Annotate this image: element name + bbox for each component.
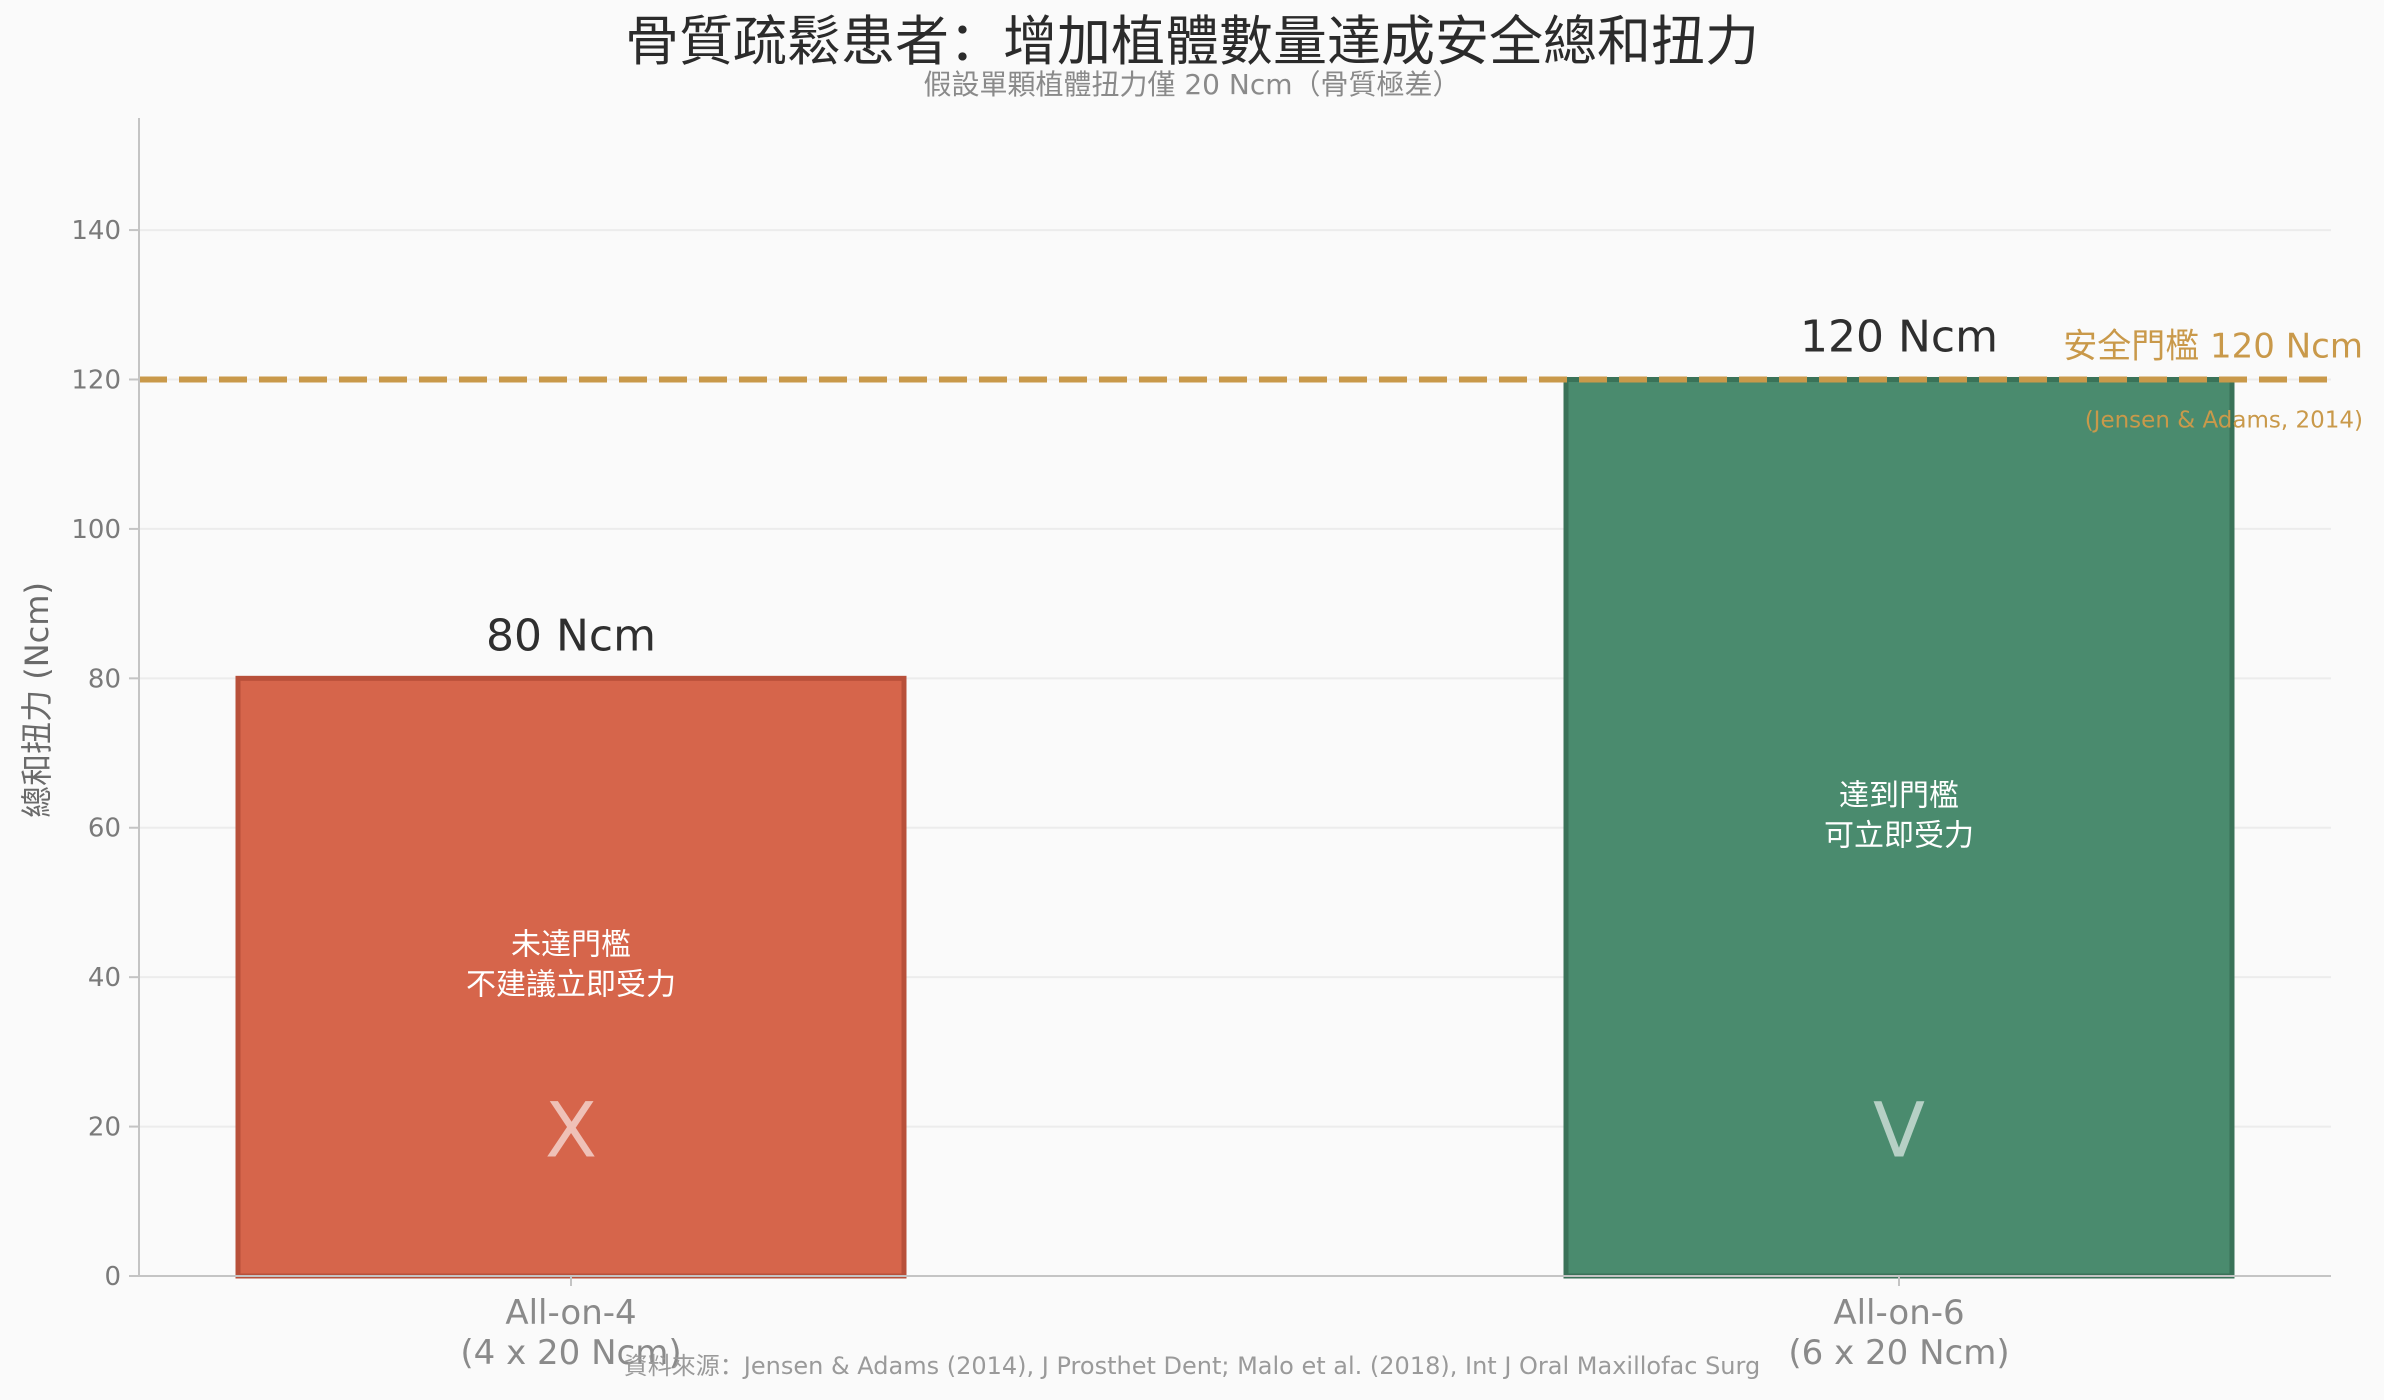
- chart-title: 骨質疏鬆患者：增加植體數量達成安全總和扭力: [625, 10, 1759, 73]
- check-mark: V: [1873, 1085, 1925, 1174]
- y-tick-label: 80: [88, 664, 121, 694]
- bar: [1563, 376, 2235, 1279]
- bar-note-line2: 不建議立即受力: [466, 968, 676, 1003]
- bar-note-line1: 未達門檻: [511, 928, 631, 963]
- cross-mark: X: [545, 1085, 597, 1174]
- y-axis-label: 總和扭力 (Ncm): [18, 582, 56, 818]
- y-tick-label: 140: [71, 216, 121, 246]
- y-tick-label: 120: [71, 365, 121, 395]
- y-tick-label: 0: [104, 1262, 121, 1292]
- x-category-sublabel: (4 x 20 Ncm): [460, 1333, 681, 1373]
- x-category-label: All-on-6: [1833, 1293, 1964, 1333]
- y-tick-label: 60: [88, 814, 121, 844]
- axes: 0 20 40 60 80 100 120 140: [71, 118, 2331, 1292]
- bar-note-line2: 可立即受力: [1824, 818, 1974, 853]
- bar-value-label: 120 Ncm: [1800, 311, 1998, 362]
- bar-note-line1: 達到門檻: [1839, 778, 1959, 813]
- y-tick-label: 40: [88, 963, 121, 993]
- bar-value-label: 80 Ncm: [486, 610, 656, 661]
- threshold-group: 安全門檻 120 Ncm (Jensen & Adams, 2014): [139, 326, 2363, 433]
- source-note: 資料來源：Jensen & Adams (2014), J Prosthet D…: [624, 1352, 1760, 1380]
- x-category-label: All-on-4: [505, 1293, 636, 1333]
- y-tick-label: 20: [88, 1113, 121, 1143]
- threshold-label: 安全門檻 120 Ncm: [2063, 326, 2363, 366]
- chart-subtitle: 假設單顆植體扭力僅 20 Ncm（骨質極差）: [923, 68, 1460, 101]
- x-category-sublabel: (6 x 20 Ncm): [1788, 1333, 2009, 1373]
- y-tick-label: 100: [71, 515, 121, 545]
- threshold-citation: (Jensen & Adams, 2014): [2085, 407, 2363, 433]
